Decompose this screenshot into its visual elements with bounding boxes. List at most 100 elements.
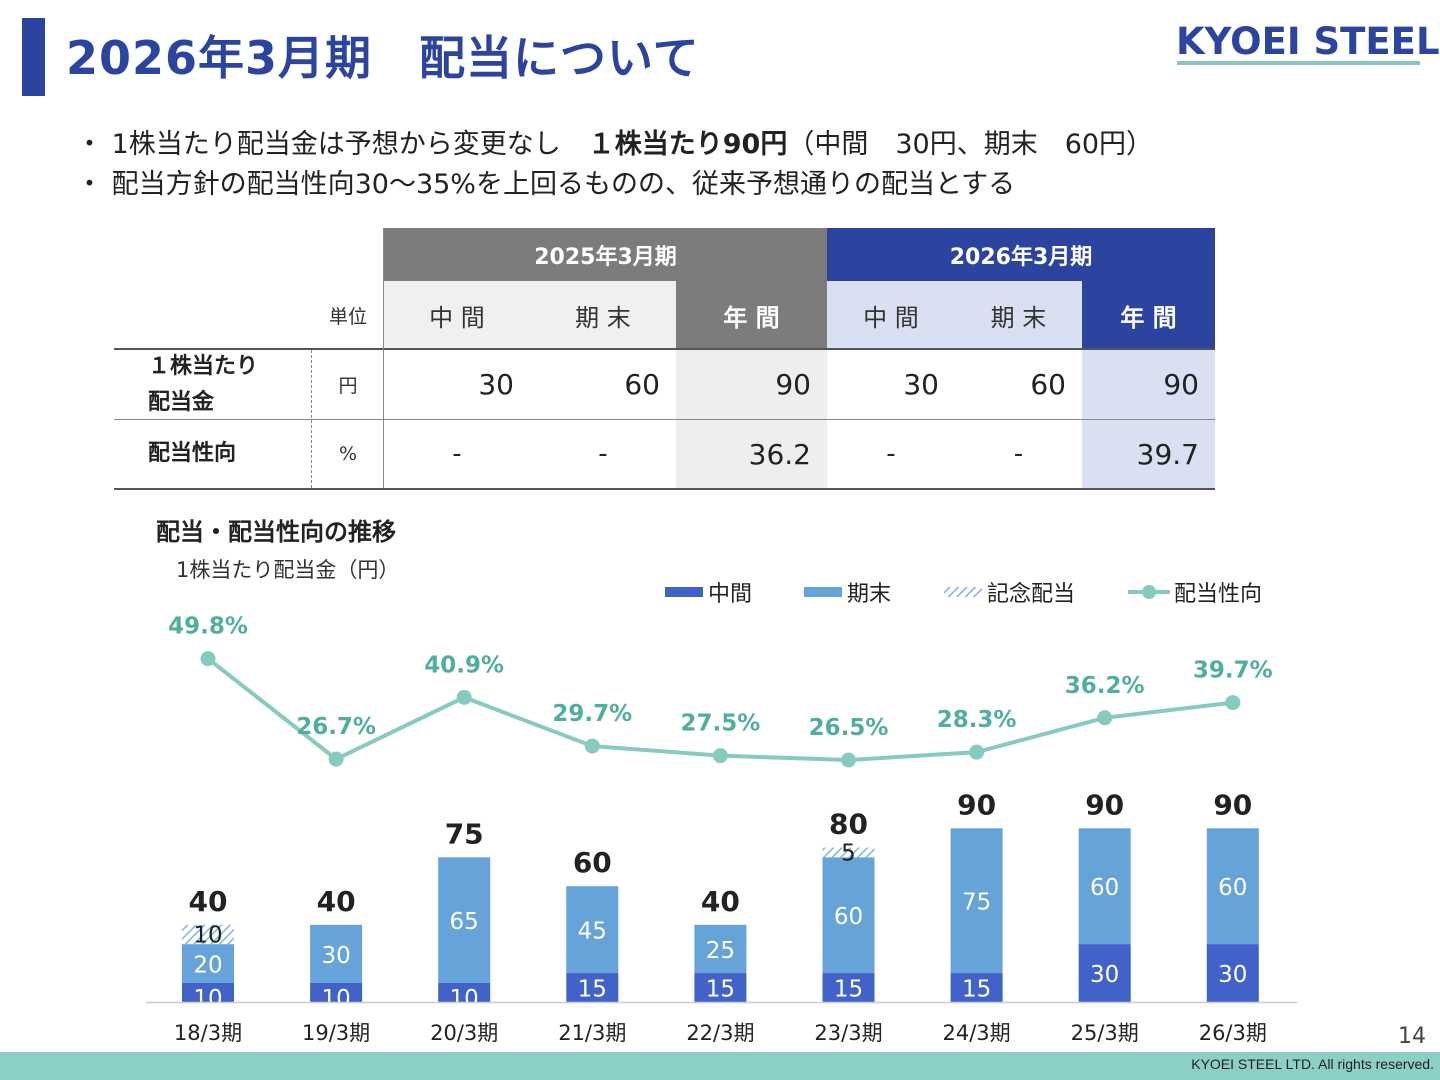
copyright: KYOEI STEEL LTD. All rights reserved. (1191, 1056, 1434, 1072)
bullet-1: ・ 1株当たり配当金は予想から変更なし １株当たり90円（中間 30円、期末 6… (76, 122, 1153, 161)
bar-yearend (182, 944, 234, 983)
bar-series: 10 20 10 40 10 30 40 10 65 75 15 45 60 15 25 40 15 60 580 1… (182, 788, 1259, 1012)
payout-label: 36.2% (1065, 673, 1145, 699)
bullet-1-suffix: （中間 30円、期末 60円） (787, 129, 1154, 160)
bar-interim (310, 982, 363, 1002)
row-payout-label: 配当性向 (148, 441, 237, 466)
payout-label: 27.5% (681, 711, 761, 737)
bar-total-label: 90 (1085, 788, 1124, 821)
x-tick-label: 26/3期 (1199, 1021, 1267, 1045)
x-tick-label: 24/3期 (943, 1021, 1011, 1045)
payout-label: 26.7% (296, 714, 376, 740)
table-line-bottom (114, 488, 1215, 490)
payout-label: 39.7% (1193, 658, 1273, 684)
bar-interim (1078, 944, 1131, 1002)
logo-underline (1177, 61, 1420, 65)
bar-label-yearend: 75 (962, 890, 991, 916)
legend-swatch-payout-dot (1142, 585, 1156, 599)
cell-dividend-interim-2025: 30 (478, 368, 514, 401)
legend-swatch-interim (665, 587, 703, 597)
bullet-2: ・ 配当方針の配当性向30～35%を上回るものの、従来予想通りの配当とする (76, 169, 1016, 200)
legend-label-yearend: 期末 (847, 582, 891, 607)
bar-total-label: 40 (701, 885, 740, 918)
payout-label: 26.5% (809, 715, 889, 741)
bar-yearend (950, 828, 1003, 974)
bar-yearend (694, 924, 747, 974)
row-payout-unit: % (338, 443, 358, 465)
cell-dividend-yearend-2025: 60 (624, 368, 660, 401)
page-title: 2026年3月期 配当について (66, 31, 700, 85)
chart-y-label: 1株当たり配当金（円） (176, 558, 400, 582)
cell-payout-yearend-2026: - (1013, 439, 1024, 469)
bar-interim (438, 982, 491, 1002)
cell-dividend-annual-2025: 90 (676, 350, 827, 419)
company-logo: KYOEI STEEL (1176, 20, 1440, 63)
bar-label-yearend: 25 (706, 938, 735, 964)
col-yearend-2025: 期 末 (530, 281, 676, 349)
bar-interim (566, 973, 619, 1002)
payout-label: 28.3% (937, 707, 1017, 733)
bar-label-interim: 15 (706, 977, 735, 1003)
x-axis: 18/3期 19/3期 20/3期 21/3期 22/3期 23/3期 24/3期 25/3期… (146, 1001, 1297, 1045)
col-annual-2025: 年 間 (676, 281, 827, 349)
bar-label-interim: 30 (1218, 962, 1247, 988)
legend-label-interim: 中間 (708, 582, 752, 607)
row-dividend-label-l2: 配当金 (148, 389, 215, 415)
payout-point (200, 651, 216, 667)
payout-line-series: 49.8% 26.7% 40.9% 29.7% 27.5% 26.5% 28.3% 36.2%… (168, 614, 1273, 768)
footer-bar (0, 1052, 1440, 1080)
bar-yearend (1078, 828, 1131, 945)
unit-header: 単位 (328, 305, 367, 328)
col-annual-2026: 年 間 (1082, 281, 1215, 349)
table-vline-label (311, 350, 312, 488)
page-number: 14 (1398, 1024, 1426, 1049)
bar-label-interim: 15 (962, 977, 991, 1003)
col-interim-2025: 中 間 (384, 281, 530, 349)
legend-label-payout: 配当性向 (1174, 582, 1262, 607)
bar-total-label: 90 (1213, 788, 1252, 821)
table-line-mid (114, 419, 1215, 420)
payout-label: 40.9% (424, 652, 504, 678)
bar-interim (694, 973, 747, 1002)
header-fy2026: 2026年3月期 (827, 228, 1215, 281)
bar-label-commemorative: 5 (841, 840, 856, 866)
bullet-1-text: ・ 1株当たり配当金は予想から変更なし (76, 129, 588, 160)
bar-label-interim: 10 (193, 986, 222, 1012)
bar-label-yearend: 60 (1090, 875, 1119, 901)
cell-payout-annual-2025: 36.2 (676, 420, 827, 488)
bar-total-label: 90 (957, 788, 996, 821)
legend-swatch-commemorative (944, 587, 982, 597)
bullet-1-bold: １株当たり90円 (587, 129, 788, 160)
cell-payout-annual-2026: 39.7 (1082, 420, 1215, 488)
bar-label-interim: 15 (578, 977, 607, 1003)
bar-label-interim: 30 (1090, 962, 1119, 988)
legend-label-commemorative: 記念配当 (987, 582, 1075, 607)
row-dividend-unit: 円 (338, 375, 358, 397)
cell-payout-yearend-2025: - (598, 439, 608, 469)
row-dividend-label-l1: １株当たり (148, 353, 259, 379)
bar-interim (1206, 944, 1259, 1002)
x-tick-label: 20/3期 (430, 1021, 498, 1045)
payout-point (969, 744, 985, 760)
cell-dividend-yearend-2026: 60 (1030, 368, 1066, 401)
bar-label-yearend: 60 (1218, 875, 1247, 901)
bar-commemorative (822, 847, 875, 858)
cell-payout-interim-2025: - (452, 439, 462, 469)
table-line-top (114, 348, 1215, 350)
bar-total-label: 40 (189, 885, 228, 918)
col-yearend-2026: 期 末 (955, 281, 1082, 349)
bar-yearend (822, 857, 875, 974)
x-tick-label: 25/3期 (1071, 1021, 1139, 1045)
bar-interim (822, 973, 875, 1002)
bar-label-yearend: 20 (193, 952, 222, 978)
bar-label-yearend: 65 (450, 909, 479, 935)
bar-label-yearend: 60 (834, 904, 863, 930)
bar-label-yearend: 45 (578, 919, 607, 945)
bar-total-label: 75 (445, 817, 484, 850)
payout-point (328, 751, 344, 767)
row-dividend-label: １株当たり 配当金 (114, 350, 312, 419)
bar-total-label: 60 (573, 846, 612, 879)
bar-total-label: 80 (829, 808, 868, 841)
bar-total-label: 40 (317, 885, 356, 918)
bar-yearend (1206, 828, 1259, 945)
